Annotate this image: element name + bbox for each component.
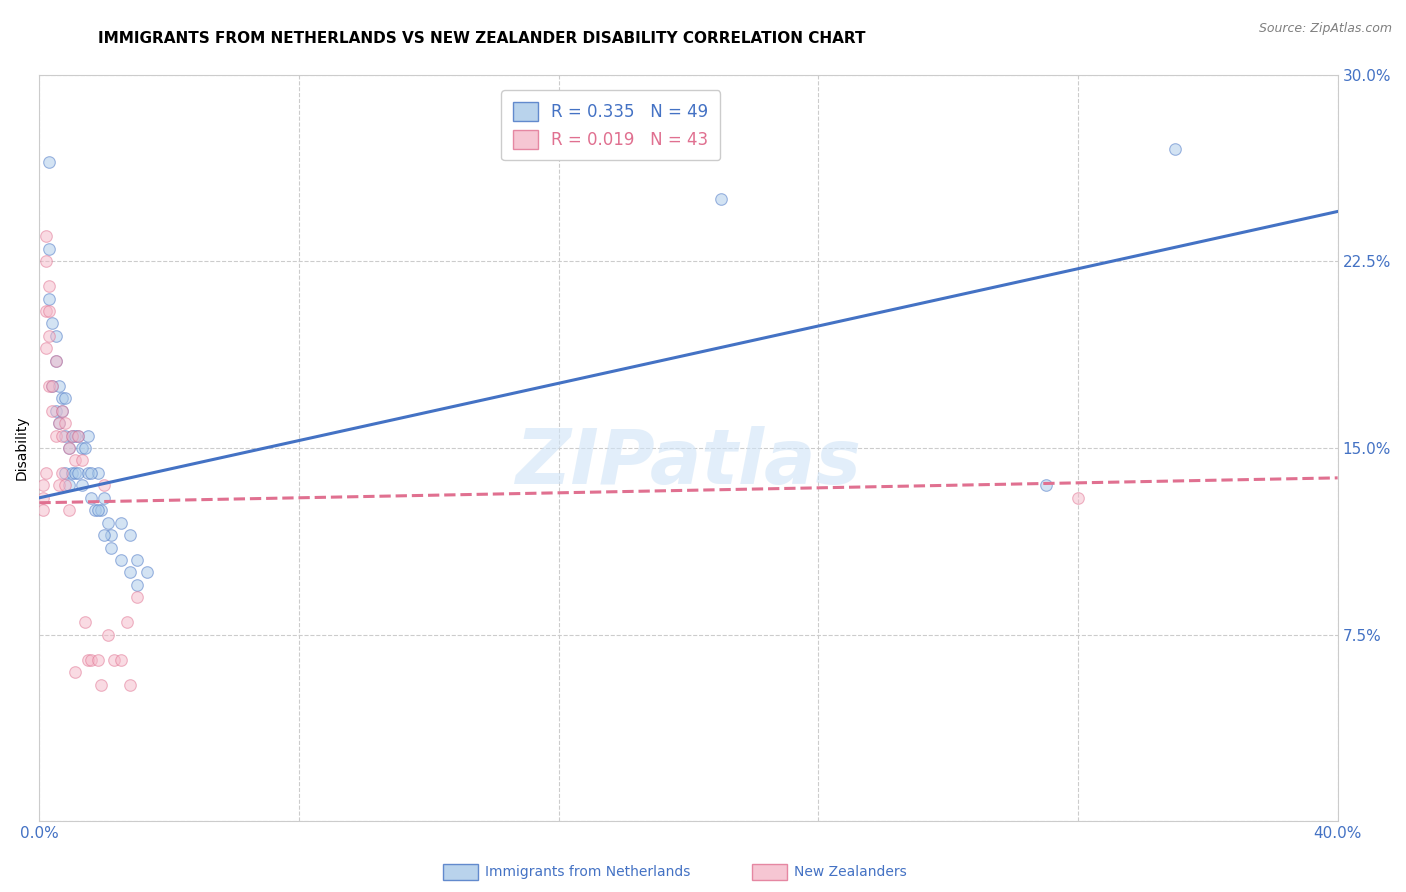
Point bbox=[35, 342, 58, 356]
Point bbox=[87, 503, 110, 517]
Point bbox=[41, 378, 63, 392]
Point bbox=[1164, 142, 1187, 156]
Point bbox=[125, 578, 148, 592]
Point bbox=[45, 329, 67, 343]
Point bbox=[51, 428, 73, 442]
Point bbox=[38, 292, 60, 306]
Point bbox=[51, 466, 73, 480]
Point bbox=[100, 528, 122, 542]
Point bbox=[77, 428, 100, 442]
Point bbox=[87, 466, 110, 480]
Text: New Zealanders: New Zealanders bbox=[794, 865, 907, 880]
Point bbox=[58, 503, 80, 517]
Point bbox=[31, 503, 53, 517]
Point bbox=[90, 503, 112, 517]
Point bbox=[93, 478, 115, 492]
Point bbox=[55, 416, 77, 430]
Point bbox=[60, 428, 83, 442]
Point bbox=[135, 566, 157, 580]
Point bbox=[80, 466, 103, 480]
Point bbox=[63, 466, 86, 480]
Point bbox=[63, 453, 86, 467]
Point bbox=[67, 466, 90, 480]
Point bbox=[31, 478, 53, 492]
Point bbox=[93, 528, 115, 542]
Point bbox=[60, 466, 83, 480]
Point bbox=[67, 428, 90, 442]
Point bbox=[38, 154, 60, 169]
Point bbox=[83, 503, 105, 517]
Point bbox=[35, 254, 58, 268]
Point bbox=[48, 416, 70, 430]
Point bbox=[103, 652, 125, 666]
Point bbox=[41, 403, 63, 417]
Point bbox=[73, 441, 96, 455]
Point bbox=[55, 478, 77, 492]
Point bbox=[31, 491, 53, 505]
Point bbox=[51, 403, 73, 417]
Point bbox=[38, 378, 60, 392]
Point bbox=[125, 591, 148, 605]
Point bbox=[55, 391, 77, 405]
Point bbox=[125, 553, 148, 567]
Point bbox=[48, 478, 70, 492]
Point bbox=[1035, 478, 1057, 492]
Point bbox=[710, 192, 733, 206]
Point bbox=[48, 416, 70, 430]
Point bbox=[120, 528, 142, 542]
Legend: R = 0.335   N = 49, R = 0.019   N = 43: R = 0.335 N = 49, R = 0.019 N = 43 bbox=[501, 90, 720, 161]
Point bbox=[97, 628, 120, 642]
Point bbox=[41, 378, 63, 392]
Point bbox=[80, 491, 103, 505]
Point bbox=[60, 428, 83, 442]
Point bbox=[35, 466, 58, 480]
Y-axis label: Disability: Disability bbox=[15, 416, 30, 480]
Point bbox=[93, 491, 115, 505]
Point bbox=[110, 553, 132, 567]
Point bbox=[38, 304, 60, 318]
Point bbox=[45, 428, 67, 442]
Point bbox=[38, 329, 60, 343]
Point bbox=[41, 317, 63, 331]
Point bbox=[90, 677, 112, 691]
Text: Source: ZipAtlas.com: Source: ZipAtlas.com bbox=[1258, 22, 1392, 36]
Point bbox=[100, 541, 122, 555]
Point bbox=[51, 391, 73, 405]
Point bbox=[58, 478, 80, 492]
Point bbox=[70, 453, 93, 467]
Point bbox=[77, 466, 100, 480]
Point bbox=[55, 466, 77, 480]
Text: ZIPatlas: ZIPatlas bbox=[516, 425, 862, 500]
Point bbox=[58, 441, 80, 455]
Point bbox=[110, 652, 132, 666]
Point bbox=[51, 403, 73, 417]
Point bbox=[55, 428, 77, 442]
Point bbox=[80, 652, 103, 666]
Point bbox=[120, 566, 142, 580]
Point bbox=[38, 279, 60, 293]
Point bbox=[87, 652, 110, 666]
Point bbox=[63, 665, 86, 679]
Point bbox=[35, 229, 58, 244]
Point bbox=[97, 516, 120, 530]
Point bbox=[70, 441, 93, 455]
Point bbox=[1067, 491, 1090, 505]
Point bbox=[45, 403, 67, 417]
Point bbox=[38, 242, 60, 256]
Text: IMMIGRANTS FROM NETHERLANDS VS NEW ZEALANDER DISABILITY CORRELATION CHART: IMMIGRANTS FROM NETHERLANDS VS NEW ZEALA… bbox=[98, 31, 866, 46]
Point bbox=[58, 441, 80, 455]
Point bbox=[70, 478, 93, 492]
Point bbox=[77, 652, 100, 666]
Text: Immigrants from Netherlands: Immigrants from Netherlands bbox=[485, 865, 690, 880]
Point bbox=[67, 428, 90, 442]
Point bbox=[45, 354, 67, 368]
Point bbox=[45, 354, 67, 368]
Point bbox=[63, 428, 86, 442]
Point bbox=[115, 615, 138, 630]
Point bbox=[110, 516, 132, 530]
Point bbox=[120, 677, 142, 691]
Point bbox=[73, 615, 96, 630]
Point bbox=[48, 378, 70, 392]
Point bbox=[35, 304, 58, 318]
